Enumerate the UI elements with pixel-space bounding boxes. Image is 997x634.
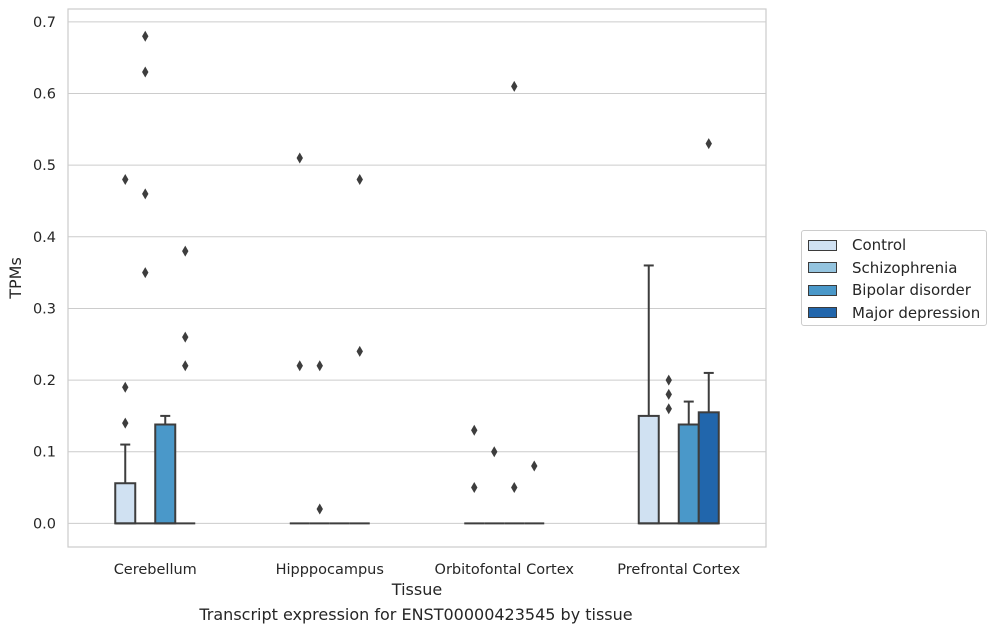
outlier-point (531, 460, 538, 472)
outlier-point (511, 482, 518, 494)
x-tick-label: Orbitofontal Cortex (435, 562, 575, 578)
box-major-depression (524, 460, 545, 525)
outlier-point (491, 446, 498, 458)
outlier-point (356, 345, 363, 357)
y-tick-label: 0.7 (33, 15, 56, 31)
box-body (637, 414, 660, 525)
box-body (154, 423, 177, 525)
outlier-point (356, 173, 363, 185)
outlier-point (665, 403, 672, 415)
box-control (289, 152, 310, 525)
box-bipolar-disorder (154, 414, 177, 525)
legend-item: Bipolar disorder (808, 281, 971, 299)
box-bipolar-disorder (504, 80, 525, 525)
legend-label: Major depression (852, 303, 981, 322)
y-tick-label: 0.2 (33, 373, 56, 389)
outlier-point (122, 417, 129, 429)
outlier-point (665, 388, 672, 400)
outlier-point (471, 482, 478, 494)
box-body (697, 411, 720, 525)
legend-label: Schizophrenia (852, 258, 958, 277)
legend-swatch (808, 284, 837, 296)
outlier-point (142, 267, 149, 279)
box-control (114, 173, 137, 525)
outlier-point (316, 503, 323, 515)
legend-label: Control (852, 236, 907, 254)
outlier-point (705, 138, 712, 150)
box-body (677, 423, 700, 525)
box-major-depression (175, 245, 196, 525)
box-major-depression (697, 138, 720, 525)
legend-swatch (808, 307, 837, 318)
box-major-depression (349, 173, 370, 525)
y-tick-label: 0.5 (33, 158, 56, 174)
outlier-point (142, 188, 149, 200)
y-tick-label: 0.3 (33, 301, 56, 317)
outlier-point (182, 245, 189, 257)
box-bipolar-disorder (677, 400, 700, 525)
outlier-point (182, 360, 189, 372)
y-tick-label: 0.1 (33, 445, 56, 461)
outlier-point (511, 80, 518, 92)
x-tick-label: Cerebellum (114, 562, 197, 578)
legend-swatch (808, 239, 837, 251)
box-schizophrenia (309, 360, 330, 525)
y-tick-label: 0.6 (33, 87, 56, 103)
chart-caption: Transcript expression for ENST0000042354… (199, 605, 633, 624)
outlier-point (316, 360, 323, 372)
legend-item: Schizophrenia (808, 259, 957, 277)
x-tick-label: Hipppocampus (276, 562, 384, 578)
box-schizophrenia (484, 446, 505, 525)
box-control (637, 264, 660, 525)
outlier-point (182, 331, 189, 343)
outlier-point (665, 374, 672, 386)
outlier-point (296, 360, 303, 372)
y-tick-label: 0.0 (33, 516, 56, 532)
legend-item: Control (808, 236, 906, 254)
legend-item: Major depression (808, 304, 980, 322)
x-axis-label: Tissue (391, 580, 442, 599)
box-schizophrenia (135, 30, 156, 525)
outlier-point (122, 173, 129, 185)
box-control (464, 424, 485, 525)
outlier-point (471, 424, 478, 436)
box-body (114, 482, 137, 525)
y-tick-label: 0.4 (33, 230, 56, 246)
x-tick-label: Prefrontal Cortex (617, 562, 740, 578)
chart-legend: Control Schizophrenia Bipolar disorder Majo… (801, 230, 987, 326)
legend-swatch (808, 262, 837, 273)
outlier-point (142, 66, 149, 78)
outlier-point (122, 381, 129, 393)
box-schizophrenia (658, 374, 679, 525)
legend-label: Bipolar disorder (852, 281, 971, 299)
outlier-point (296, 152, 303, 164)
outlier-point (142, 30, 149, 42)
y-axis-label: TPMs (6, 257, 25, 300)
